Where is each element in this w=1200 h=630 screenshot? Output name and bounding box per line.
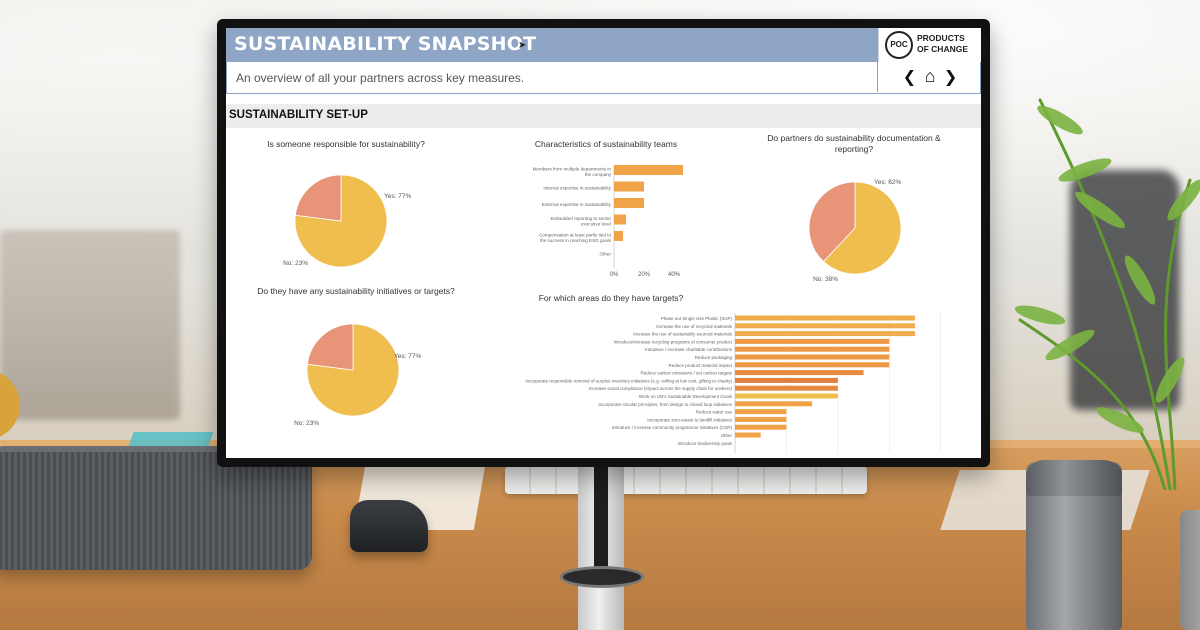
bar: [735, 315, 915, 321]
bar-label: Other: [600, 252, 612, 257]
bar: [735, 377, 838, 383]
bar-label: Work on UN's Sustainable Development Goa…: [639, 394, 733, 399]
chart-initiatives-title: Do they have any sustainability initiati…: [257, 286, 455, 296]
bar: [735, 323, 915, 329]
bar-label: Internal expertise in sustainability: [543, 186, 611, 191]
bar-label-line: the success in reaching ESG goals: [540, 238, 612, 243]
bar-label: Reduce packaging: [695, 355, 733, 360]
tick-label: 20%: [638, 272, 651, 278]
desk-lamp: [0, 370, 20, 440]
pie-label-no: No: 38%: [813, 276, 838, 283]
pie-label-yes: Yes: 62%: [874, 179, 901, 186]
charts-canvas: Yes: 77% No: 23% Yes: 62% No: 38% Yes: 77% No…: [283, 165, 942, 453]
bar: [735, 354, 890, 360]
bar-label: Other: [721, 433, 733, 438]
bar: [614, 214, 626, 225]
bar: [735, 401, 813, 407]
bar: [735, 346, 890, 352]
pie-label-yes: Yes: 77%: [394, 353, 421, 360]
bar: [735, 424, 787, 430]
bar: [735, 432, 761, 438]
bar: [735, 370, 864, 376]
bar: [735, 416, 787, 422]
bar: [614, 231, 623, 241]
subtitle-bar: An overview of all your partners across …: [226, 62, 981, 94]
bar: [735, 409, 787, 415]
bar-label: Embedded reporting to senior executive le…: [550, 216, 611, 227]
bar-label: Increase social compliance (impact acros…: [589, 386, 733, 391]
page-title: SUSTAINABILITY SNAPSHOT: [234, 33, 537, 55]
cable-grommet: [560, 566, 644, 588]
bar-label: Reduce product material impact: [668, 363, 732, 368]
chart-targets-title: For which areas do they have targets?: [538, 293, 684, 303]
pie-slice-no: [294, 174, 342, 222]
navigation: ❮ ⌂ ❯: [877, 62, 981, 92]
chart-teams-title: Characteristics of sustainability teams: [534, 139, 678, 149]
speaker: [0, 452, 312, 570]
bar: [735, 331, 915, 337]
home-icon[interactable]: ⌂: [924, 66, 936, 86]
bar-label: Introduce / increase community programme…: [612, 425, 733, 430]
mouse-cursor-icon: ➤: [518, 40, 527, 51]
pie-label-no: No: 23%: [294, 420, 319, 427]
bar: [614, 198, 644, 208]
bar-label: Members from multiple departments in the …: [533, 167, 612, 178]
tick-label: 0%: [610, 272, 619, 278]
pie-slice-no: [306, 323, 354, 371]
bar-label: Increase the use of sustainably sourced …: [633, 332, 733, 337]
bar-label: Incorporate circular principles, from de…: [598, 402, 732, 407]
tumbler-lid: [1026, 460, 1122, 496]
bar-label: Introduce / increase charitable contribu…: [645, 347, 733, 352]
pie-slice-no: [808, 181, 856, 263]
bar-label: External expertise in sustainability: [542, 202, 612, 207]
tick-label: 40%: [668, 272, 681, 278]
bar-label: Incorporate zero-waste to landfill initi…: [647, 417, 733, 422]
bar: [735, 393, 838, 399]
pie-label-yes: Yes: 77%: [384, 193, 411, 200]
bar: [614, 181, 644, 192]
bar-label-line: executive level: [581, 222, 611, 227]
monitor-cable: [594, 462, 608, 572]
bar-label: Compensation at least partly tied to the …: [539, 233, 612, 244]
section-header: SUSTAINABILITY SET-UP: [226, 104, 981, 128]
bar-label-line: Compensation at least partly tied to: [539, 233, 611, 238]
cup: [1180, 510, 1200, 630]
logo-text-line1: PRODUCTS: [917, 33, 965, 43]
next-page-button[interactable]: ❯: [943, 69, 958, 86]
bar-label: Incorporate responsible removal of surpl…: [525, 378, 732, 383]
bar-label-line: the company: [585, 172, 612, 177]
background-shelf: [0, 230, 180, 420]
chart-reporting-title: Do partners do sustainability documentat…: [767, 133, 941, 154]
keyboard: [505, 466, 867, 494]
logo[interactable]: POC PRODUCTS OF CHANGE: [878, 28, 981, 62]
bar-label: Introduce/increase recycling programs of…: [613, 339, 732, 344]
logo-text: PRODUCTS OF CHANGE: [917, 33, 979, 55]
bar: [735, 385, 838, 391]
pie-slice-yes: [822, 181, 902, 275]
pie-label-no: No: 23%: [283, 260, 308, 267]
bar-label: Increase the use of recycled materials: [656, 324, 733, 329]
bar: [614, 165, 683, 175]
logo-mark-icon: POC: [885, 31, 913, 59]
bar: [735, 362, 890, 368]
monitor: SUSTAINABILITY SNAPSHOT ➤ POC PRODUCTS O…: [217, 19, 990, 467]
header-bar: SUSTAINABILITY SNAPSHOT ➤ POC PRODUCTS O…: [226, 28, 981, 62]
bar-label-line: Members from multiple departments in: [533, 167, 612, 172]
dashboard-screen: SUSTAINABILITY SNAPSHOT ➤ POC PRODUCTS O…: [226, 28, 981, 458]
bar-label: Reduce carbon emissions / set carbon tar…: [640, 371, 732, 376]
section-title: SUSTAINABILITY SET-UP: [229, 109, 368, 121]
chart-responsible-title: Is someone responsible for sustainabilit…: [267, 139, 425, 149]
page-subtitle: An overview of all your partners across …: [236, 71, 525, 85]
bar: [735, 338, 890, 344]
bar-label: Phase out Single Use Plastic (SUP): [661, 316, 733, 321]
stapler: [350, 500, 428, 552]
logo-text-line2: OF CHANGE: [917, 44, 968, 54]
prev-page-button[interactable]: ❮: [902, 69, 917, 86]
bar-label-line: Embedded reporting to senior: [550, 216, 611, 221]
bar-label: Introduce biodiversity goals: [677, 441, 732, 446]
bar-label: Reduce water use: [696, 410, 733, 415]
plant: [1014, 98, 1200, 490]
